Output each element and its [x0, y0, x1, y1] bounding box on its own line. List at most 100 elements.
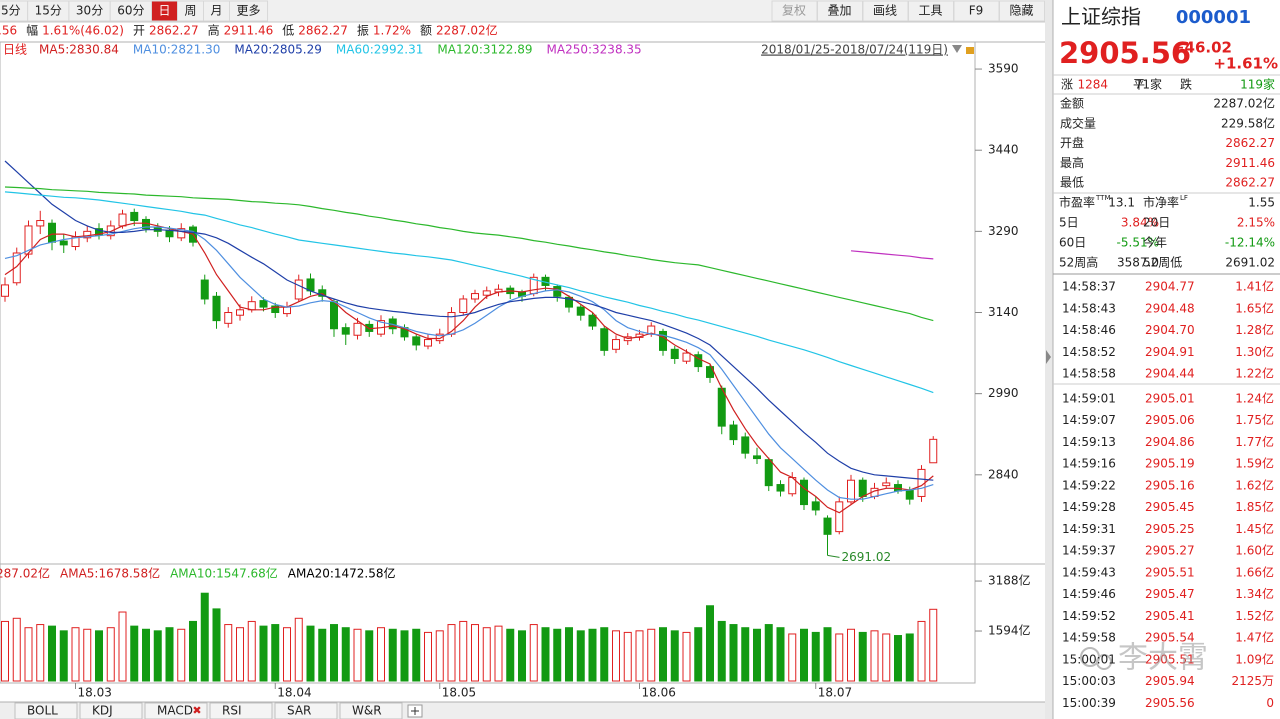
candle-body: [341, 327, 350, 335]
y-tick-label: 2990: [988, 386, 1019, 400]
candle-body: [835, 501, 844, 533]
volume-legend: AMA5:1678.58亿: [60, 566, 160, 581]
tick-price: 2904.70: [1145, 323, 1195, 337]
tab[interactable]: [339, 702, 403, 719]
tick-time: 14:59:37: [1062, 544, 1116, 558]
tab[interactable]: [14, 702, 78, 719]
candle-body: [1, 284, 9, 297]
candle-body: [588, 314, 597, 327]
return-label: 5日: [1059, 216, 1079, 230]
tool-button[interactable]: 叠加: [827, 4, 851, 18]
volume-bar: [870, 630, 879, 682]
candle-body: [741, 436, 750, 454]
candle-body: [847, 479, 855, 503]
volume-bar: [306, 625, 315, 682]
tool-button[interactable]: F9: [969, 4, 984, 18]
tab-label[interactable]: KDJ: [92, 704, 113, 718]
candle-body: [576, 306, 585, 316]
quote-label: 幅: [26, 23, 38, 38]
period-button-bg[interactable]: [229, 0, 269, 22]
add-tab-icon[interactable]: [411, 707, 419, 715]
tick-volume: 1.66亿: [1235, 564, 1274, 579]
tool-button-bg[interactable]: [999, 0, 1045, 22]
tab-label[interactable]: W&R: [352, 704, 382, 718]
tick-price: 2905.45: [1145, 500, 1195, 514]
tick-time: 14:58:43: [1062, 301, 1116, 315]
period-button[interactable]: 更多: [237, 4, 261, 18]
period-button[interactable]: 15分: [35, 4, 62, 18]
tick-volume: 1.34亿: [1235, 586, 1274, 601]
ma-line: [4, 226, 934, 500]
candle-body: [177, 228, 186, 239]
tool-button[interactable]: 隐藏: [1009, 4, 1033, 18]
volume-bar: [353, 628, 362, 682]
return-value: -5.51%: [1117, 236, 1159, 250]
breadth-item: 1284: [1077, 78, 1108, 92]
tick-price: 2905.56: [1145, 696, 1195, 710]
index-change-pct: +1.61%: [1213, 55, 1278, 73]
candle-body: [48, 222, 56, 243]
splitter-arrow[interactable]: [1046, 350, 1051, 364]
volume-bar: [435, 630, 444, 682]
candle-body: [412, 336, 421, 346]
volume-bar: [823, 627, 832, 682]
candle-body: [776, 484, 785, 492]
tab-label[interactable]: MACD: [157, 704, 193, 718]
tick-time: 14:59:16: [1062, 457, 1116, 471]
tick-price: 2905.51: [1145, 652, 1195, 666]
period-button[interactable]: 周: [185, 4, 197, 18]
index-code: 000001: [1176, 7, 1251, 28]
candle-body: [729, 424, 738, 441]
ma-line: [4, 191, 934, 394]
tab[interactable]: [209, 702, 273, 719]
period-button[interactable]: 60分: [117, 4, 144, 18]
low-pointer: [827, 554, 840, 558]
lock-icon[interactable]: [966, 47, 974, 54]
period-button[interactable]: 月: [211, 4, 223, 18]
legend-entry: MA20:2805.29: [234, 43, 322, 57]
tab[interactable]: [274, 702, 338, 719]
candle-body: [59, 240, 68, 246]
period-button[interactable]: 5分: [1, 4, 21, 18]
volume-bar: [24, 627, 33, 682]
tick-price: 2905.25: [1145, 522, 1195, 536]
volume-bar: [506, 628, 515, 682]
candle-body: [224, 312, 233, 324]
tab-label[interactable]: BOLL: [27, 704, 58, 718]
tick-volume: 1.09亿: [1235, 651, 1274, 666]
index-name: 上证综指: [1061, 5, 1141, 29]
tick-volume: 1.22亿: [1235, 366, 1274, 381]
candle-body: [24, 225, 33, 255]
candle-body: [482, 290, 491, 296]
candle-body: [823, 517, 832, 535]
volume-bar: [694, 627, 703, 682]
tool-button[interactable]: 画线: [873, 4, 897, 18]
candle-body: [212, 295, 221, 322]
tool-button[interactable]: 工具: [918, 4, 942, 18]
tick-price: 2905.27: [1145, 544, 1195, 558]
volume-bar: [236, 627, 244, 682]
tab-label[interactable]: SAR: [287, 704, 311, 718]
tool-button[interactable]: 复权: [782, 4, 806, 18]
candle-body: [118, 213, 127, 227]
volume-bar: [330, 624, 338, 682]
tick-price: 2905.19: [1145, 457, 1195, 471]
tab-close[interactable]: ✖: [192, 704, 201, 717]
tab[interactable]: [144, 702, 208, 719]
range-dropdown[interactable]: [952, 45, 962, 53]
candle-body: [682, 352, 691, 362]
tab-label[interactable]: RSI: [222, 704, 242, 718]
period-button[interactable]: 30分: [76, 4, 103, 18]
volume-bar: [424, 631, 432, 682]
volume-bar: [741, 627, 750, 682]
volume-y-tick-label: 3188亿: [988, 573, 1031, 588]
tab[interactable]: [79, 702, 143, 719]
quote-value: 1.61%(46.02): [42, 24, 124, 38]
quote-label: 开: [133, 24, 145, 38]
tick-price: 2904.91: [1145, 345, 1195, 359]
quote-value: 2862.27: [149, 24, 199, 38]
tick-price: 2905.51: [1145, 565, 1195, 579]
tick-price: 2905.06: [1145, 413, 1195, 427]
period-button[interactable]: 日: [158, 4, 170, 18]
volume-bar: [294, 617, 303, 682]
